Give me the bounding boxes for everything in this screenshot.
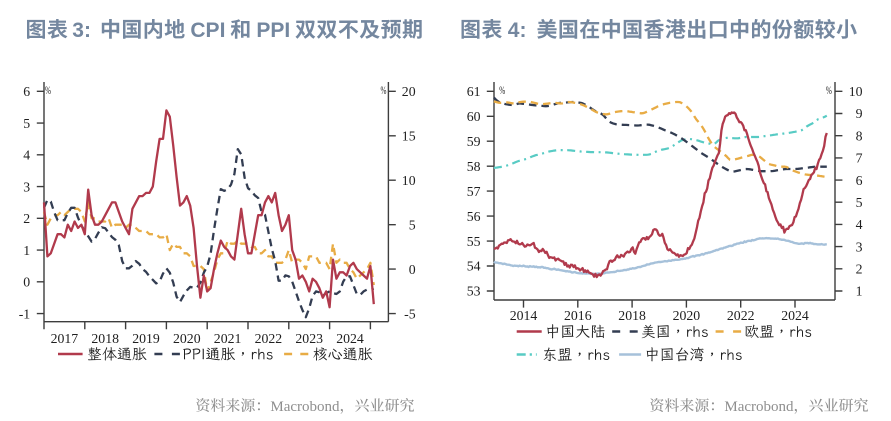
svg-text:2020: 2020 bbox=[673, 308, 701, 323]
svg-text:2020: 2020 bbox=[173, 331, 201, 346]
svg-text:0: 0 bbox=[23, 275, 30, 290]
svg-text:-5: -5 bbox=[404, 306, 416, 321]
svg-text:61: 61 bbox=[467, 84, 481, 99]
svg-text:59: 59 bbox=[467, 134, 481, 149]
svg-text:55: 55 bbox=[467, 234, 481, 249]
svg-text:%: % bbox=[381, 84, 387, 97]
svg-text:2017: 2017 bbox=[51, 331, 79, 346]
svg-text:%: % bbox=[826, 84, 832, 97]
svg-text:56: 56 bbox=[467, 209, 481, 224]
svg-text:2021: 2021 bbox=[214, 331, 242, 346]
svg-text:9: 9 bbox=[856, 106, 863, 121]
svg-text:2022: 2022 bbox=[727, 308, 755, 323]
svg-text:3: 3 bbox=[23, 179, 30, 194]
svg-text:4: 4 bbox=[23, 148, 30, 163]
svg-text:10: 10 bbox=[402, 173, 416, 188]
svg-text:2: 2 bbox=[856, 262, 863, 277]
svg-text:5: 5 bbox=[856, 195, 863, 210]
svg-text:Macrobond: Macrobond bbox=[270, 399, 340, 415]
svg-text:2018: 2018 bbox=[618, 308, 646, 323]
svg-text:2022: 2022 bbox=[255, 331, 283, 346]
svg-text:2018: 2018 bbox=[91, 331, 119, 346]
svg-text:CPI: CPI bbox=[190, 19, 225, 42]
svg-text:60: 60 bbox=[467, 109, 481, 124]
svg-text:4: 4 bbox=[856, 217, 863, 232]
svg-text:5: 5 bbox=[23, 116, 30, 131]
svg-text:15: 15 bbox=[402, 129, 416, 144]
svg-text:2: 2 bbox=[23, 211, 30, 226]
svg-text:0: 0 bbox=[409, 262, 416, 277]
svg-text:8: 8 bbox=[856, 128, 863, 143]
svg-text:6: 6 bbox=[856, 173, 863, 188]
svg-text:57: 57 bbox=[467, 184, 481, 199]
svg-text:3: 3 bbox=[856, 239, 863, 254]
svg-text:2019: 2019 bbox=[132, 331, 160, 346]
svg-text:58: 58 bbox=[467, 159, 481, 174]
svg-text:6: 6 bbox=[23, 84, 30, 99]
svg-text:2016: 2016 bbox=[564, 308, 592, 323]
svg-text:1: 1 bbox=[23, 243, 30, 258]
svg-text:%: % bbox=[499, 84, 505, 97]
svg-text:5: 5 bbox=[409, 217, 416, 232]
svg-text:7: 7 bbox=[856, 151, 863, 166]
svg-text:%: % bbox=[45, 84, 51, 97]
svg-text:10: 10 bbox=[849, 84, 863, 99]
svg-text:-1: -1 bbox=[19, 306, 31, 321]
svg-text:Macrobond: Macrobond bbox=[724, 399, 794, 415]
svg-text:2023: 2023 bbox=[295, 331, 323, 346]
svg-text:54: 54 bbox=[467, 259, 481, 274]
svg-text:2024: 2024 bbox=[336, 331, 364, 346]
svg-text:PPI: PPI bbox=[256, 19, 290, 42]
svg-text:20: 20 bbox=[402, 84, 416, 99]
svg-text:2014: 2014 bbox=[510, 308, 538, 323]
svg-text:3:: 3: bbox=[72, 19, 91, 42]
svg-text:53: 53 bbox=[467, 284, 481, 299]
svg-text:2024: 2024 bbox=[781, 308, 809, 323]
svg-text:4:: 4: bbox=[508, 19, 527, 42]
svg-text:1: 1 bbox=[856, 284, 863, 299]
